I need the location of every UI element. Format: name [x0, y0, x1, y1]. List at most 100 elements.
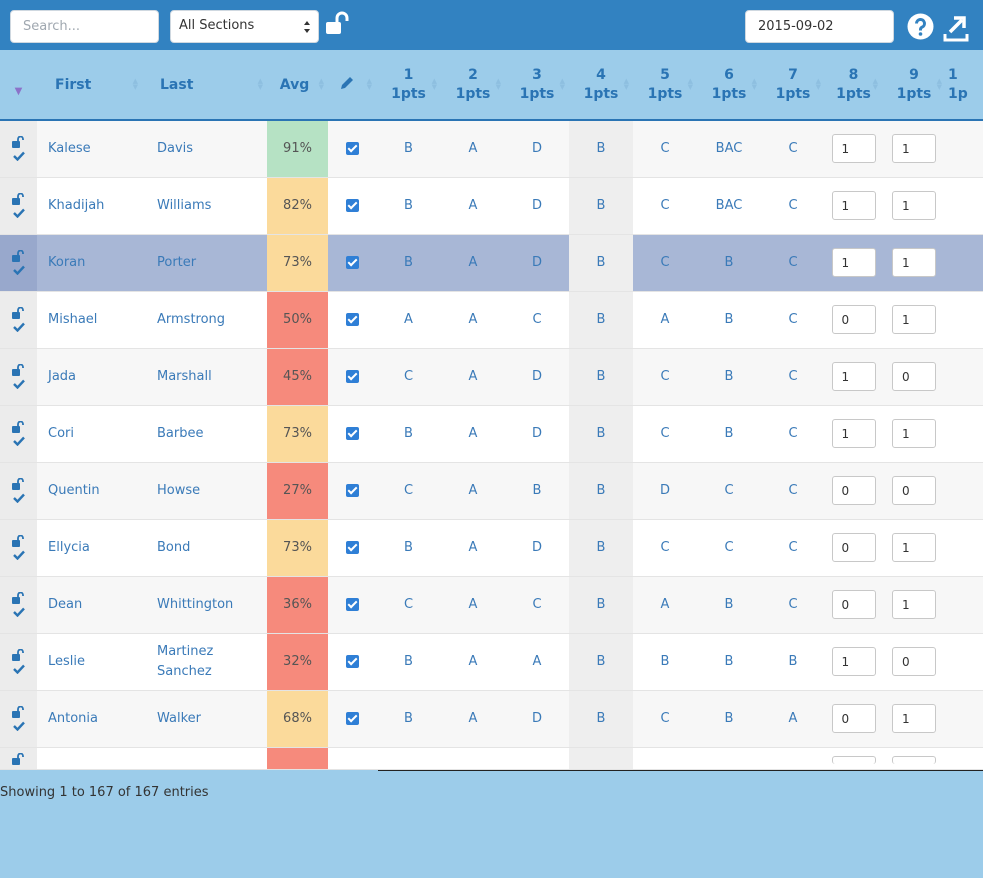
unlock-icon[interactable] — [325, 11, 351, 37]
row-checkbox[interactable] — [345, 655, 359, 668]
answer-cell[interactable]: D — [505, 234, 569, 292]
header-question[interactable]: 3 1pts ▲ ▼ — [519, 66, 565, 102]
points-input[interactable] — [831, 590, 876, 619]
row-checkbox[interactable] — [345, 427, 359, 440]
answer-cell[interactable]: B — [569, 405, 633, 463]
answer-cell[interactable]: A — [441, 462, 505, 520]
header-avg[interactable]: Avg ▲ ▼ — [279, 76, 324, 93]
last-name-cell[interactable]: Williams — [142, 177, 267, 235]
points-input[interactable] — [892, 756, 936, 764]
answer-cell[interactable]: BAC — [697, 120, 761, 178]
unlock-icon[interactable] — [12, 535, 25, 547]
check-icon[interactable] — [12, 208, 25, 218]
date-input[interactable]: 2015-09-02 — [745, 10, 894, 43]
first-name-cell[interactable]: Dean — [37, 576, 142, 634]
answer-cell[interactable]: B — [697, 405, 761, 463]
unlock-icon[interactable] — [12, 752, 25, 765]
check-icon[interactable] — [12, 322, 25, 332]
edit-checkbox-cell[interactable] — [328, 462, 376, 520]
help-icon[interactable] — [907, 13, 934, 40]
check-icon[interactable] — [12, 607, 25, 617]
answer-cell[interactable]: A — [761, 690, 825, 748]
answer-cell[interactable]: B — [569, 633, 633, 691]
header-question[interactable]: 8 1pts ▲ ▼ — [836, 66, 878, 102]
answer-cell[interactable]: B — [697, 234, 761, 292]
answer-cell[interactable]: C — [505, 291, 569, 349]
last-name-cell[interactable]: Barbee — [142, 405, 267, 463]
unlock-icon[interactable] — [12, 136, 25, 149]
answer-cell[interactable]: B — [569, 519, 633, 577]
answer-cell[interactable]: C — [761, 519, 825, 577]
answer-cell[interactable]: D — [505, 348, 569, 406]
last-name-cell[interactable]: Martinez Sanchez — [142, 633, 267, 691]
points-input[interactable] — [892, 590, 936, 619]
header-question[interactable]: 2 1pts ▲ ▼ — [455, 66, 501, 102]
answer-cell[interactable]: B — [569, 690, 633, 748]
edit-checkbox-cell[interactable] — [328, 120, 376, 178]
last-name-cell[interactable]: Howse — [142, 462, 267, 520]
answer-cell[interactable]: B — [569, 177, 633, 235]
points-input[interactable] — [892, 191, 936, 220]
header-sort-toggle[interactable]: ▼ — [0, 50, 37, 120]
answer-cell[interactable]: B — [376, 120, 441, 178]
first-name-cell[interactable]: Jada — [37, 348, 142, 406]
answer-cell[interactable]: C — [697, 462, 761, 520]
check-icon[interactable] — [12, 550, 25, 560]
answer-cell[interactable]: D — [505, 519, 569, 577]
search-input[interactable] — [10, 10, 159, 43]
answer-cell[interactable]: C — [376, 462, 441, 520]
row-checkbox[interactable] — [345, 712, 359, 725]
points-input[interactable] — [831, 419, 876, 448]
unlock-icon[interactable] — [12, 250, 25, 262]
unlock-icon[interactable] — [12, 592, 25, 604]
answer-cell[interactable]: B — [376, 633, 441, 691]
unlock-icon[interactable] — [12, 706, 25, 718]
points-input[interactable] — [831, 248, 876, 277]
answer-cell[interactable]: C — [761, 177, 825, 235]
answer-cell[interactable]: C — [376, 576, 441, 634]
check-icon[interactable] — [12, 436, 25, 446]
points-input[interactable] — [831, 647, 876, 676]
table-row[interactable]: Koran Porter 73% B A D B C B C — [0, 234, 983, 292]
answer-cell[interactable]: B — [569, 462, 633, 520]
answer-cell[interactable]: C — [633, 405, 697, 463]
answer-cell[interactable]: B — [697, 576, 761, 634]
header-question[interactable]: 9 1pts ▲ ▼ — [896, 66, 942, 102]
last-name-cell[interactable]: Armstrong — [142, 291, 267, 349]
unlock-icon[interactable] — [12, 649, 25, 661]
answer-cell[interactable]: B — [633, 633, 697, 691]
check-icon[interactable] — [12, 721, 25, 731]
answer-cell[interactable]: A — [633, 576, 697, 634]
table-row[interactable]: Ellycia Bond 73% B A D B C C C — [0, 519, 983, 577]
points-input[interactable] — [892, 305, 936, 334]
header-question[interactable]: 1 1pts ▲ ▼ — [391, 66, 437, 102]
answer-cell[interactable]: A — [441, 177, 505, 235]
answer-cell[interactable]: C — [376, 348, 441, 406]
header-question[interactable]: 7 1pts ▲ ▼ — [775, 66, 821, 102]
answer-cell[interactable]: C — [505, 576, 569, 634]
edit-checkbox-cell[interactable] — [328, 405, 376, 463]
points-input[interactable] — [892, 647, 936, 676]
answer-cell[interactable]: B — [697, 690, 761, 748]
first-name-cell[interactable]: Quentin — [37, 462, 142, 520]
unlock-icon[interactable] — [12, 307, 25, 319]
edit-checkbox-cell[interactable] — [328, 177, 376, 235]
points-input[interactable] — [892, 419, 936, 448]
unlock-icon[interactable] — [12, 193, 25, 205]
answer-cell[interactable]: C — [761, 291, 825, 349]
unlock-icon[interactable] — [12, 421, 25, 433]
edit-checkbox-cell[interactable] — [328, 633, 376, 691]
answer-cell[interactable]: A — [441, 405, 505, 463]
header-last[interactable]: Last ▲ ▼ — [160, 76, 263, 93]
table-row[interactable]: Jada Marshall 45% C A D B C B C — [0, 348, 983, 406]
points-input[interactable] — [892, 362, 936, 391]
check-icon[interactable] — [12, 265, 25, 275]
export-icon[interactable] — [941, 12, 969, 42]
points-input[interactable] — [892, 476, 936, 505]
first-name-cell[interactable]: Khadijah — [37, 177, 142, 235]
answer-cell[interactable]: C — [633, 120, 697, 178]
answer-cell[interactable]: C — [633, 348, 697, 406]
answer-cell[interactable]: D — [505, 690, 569, 748]
